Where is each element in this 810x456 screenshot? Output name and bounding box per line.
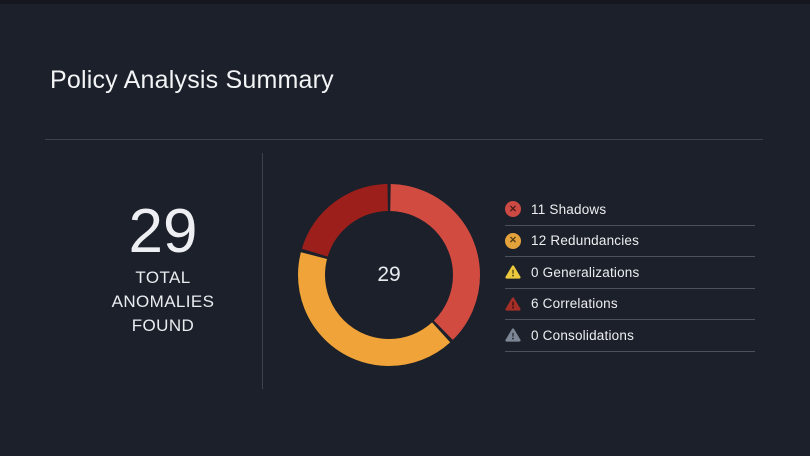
donut-chart[interactable]: 29 [298,184,480,366]
donut-chart-svg[interactable] [298,184,480,366]
donut-slices [298,184,480,366]
window-top-edge [0,0,810,4]
page-title: Policy Analysis Summary [50,66,334,94]
legend-item-label: 12 Redundancies [531,233,640,249]
legend-item-redundancies[interactable]: ✕ 12 Redundancies [505,226,755,257]
header-divider [45,139,763,140]
warning-triangle-icon [505,297,521,311]
circle-x-icon: ✕ [505,201,521,218]
legend-item-label: 0 Consolidations [531,327,635,343]
donut-slice-redundancies[interactable] [298,184,480,366]
legend-item-shadows[interactable]: ✕ 11 Shadows [505,194,755,226]
legend-item-correlations[interactable]: 6 Correlations [505,289,755,320]
legend-item-label: 0 Generalizations [531,264,640,280]
legend-item-generalizations[interactable]: 0 Generalizations [505,257,755,289]
warning-triangle-icon [505,265,521,279]
total-anomalies-label: TOTAL ANOMALIES FOUND [111,268,215,335]
warning-triangle-icon [505,328,521,342]
total-anomalies-stat: 29 TOTAL ANOMALIES FOUND [108,197,218,338]
legend-item-label: 11 Shadows [531,201,607,217]
legend-item-consolidations[interactable]: 0 Consolidations [505,320,755,352]
vertical-divider [262,153,263,389]
circle-x-icon: ✕ [505,232,521,249]
donut-slice-shadows[interactable] [298,184,480,366]
legend-list: ✕ 11 Shadows ✕ 12 Redundancies 0 Generalizat… [505,194,755,352]
legend-item-label: 6 Correlations [531,296,618,312]
total-anomalies-value: 29 [128,197,198,266]
